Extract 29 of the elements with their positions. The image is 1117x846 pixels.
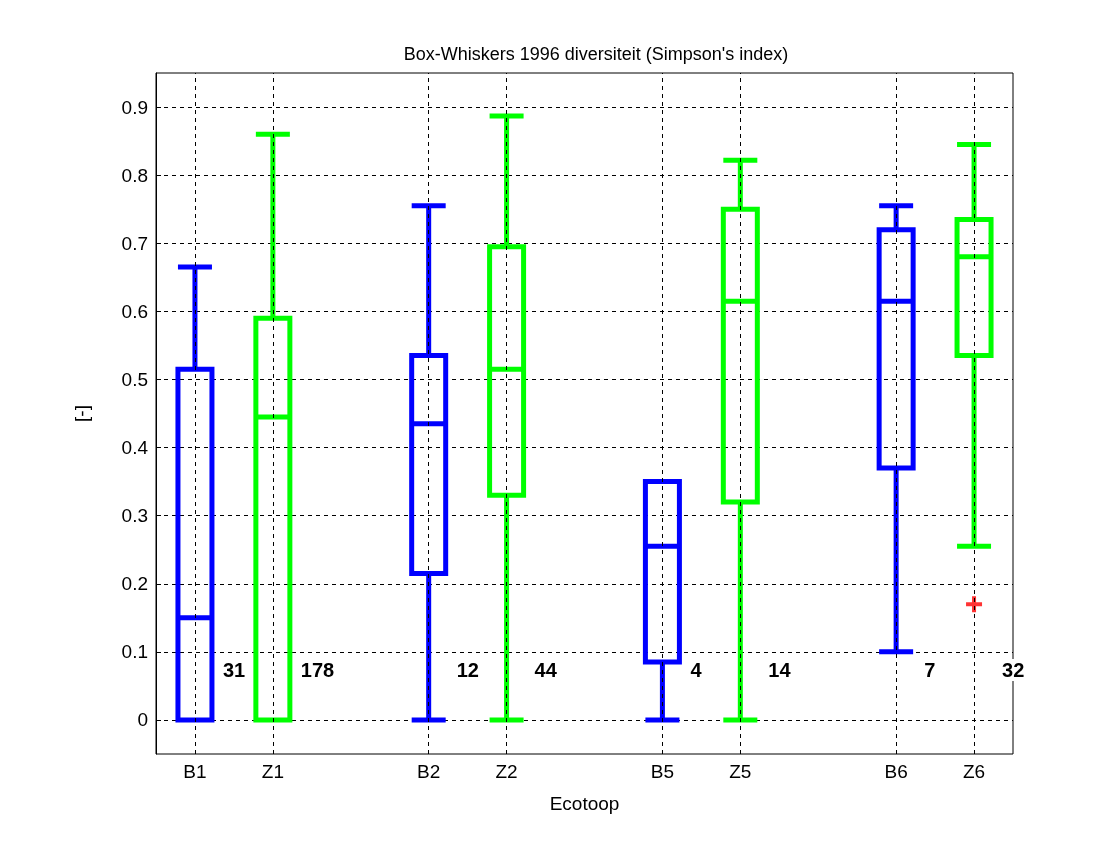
annotation: 32 xyxy=(1002,659,1025,681)
x-tick-label: Z5 xyxy=(729,761,752,782)
y-tick-label: 0.7 xyxy=(121,232,148,254)
x-axis-title: Ecotoop xyxy=(549,793,620,814)
annotation: 178 xyxy=(300,659,335,681)
y-tick-label: 0.2 xyxy=(121,573,148,595)
x-tick-label: Z1 xyxy=(261,761,284,782)
x-tick-label: Z2 xyxy=(495,761,518,782)
x-tick-label: B1 xyxy=(183,761,207,782)
x-tick-label: B5 xyxy=(650,761,675,782)
annotation: 44 xyxy=(534,659,558,681)
y-tick-label: 0.4 xyxy=(121,437,149,459)
chart-title: Box-Whiskers 1996 diversiteit (Simpson's index) xyxy=(403,44,789,64)
x-tick-label: Z6 xyxy=(962,761,986,782)
y-tick-label: 0.3 xyxy=(121,505,148,527)
annotation: 4 xyxy=(690,659,703,681)
x-tick-label: B2 xyxy=(417,761,441,782)
annotation: 31 xyxy=(222,659,246,681)
y-tick-label: 0.8 xyxy=(121,164,148,186)
y-tick-label: 0.9 xyxy=(121,96,148,118)
annotation: 14 xyxy=(768,659,792,681)
y-tick-label: 0 xyxy=(137,709,148,731)
annotation: 7 xyxy=(924,659,936,681)
y-tick-label: 0.1 xyxy=(121,641,148,663)
y-tick-label: 0.6 xyxy=(121,300,148,322)
annotation: 12 xyxy=(456,659,479,681)
x-tick-label: B6 xyxy=(884,761,908,782)
y-axis-title: [-] xyxy=(71,405,92,422)
y-tick-label: 0.5 xyxy=(121,368,148,390)
